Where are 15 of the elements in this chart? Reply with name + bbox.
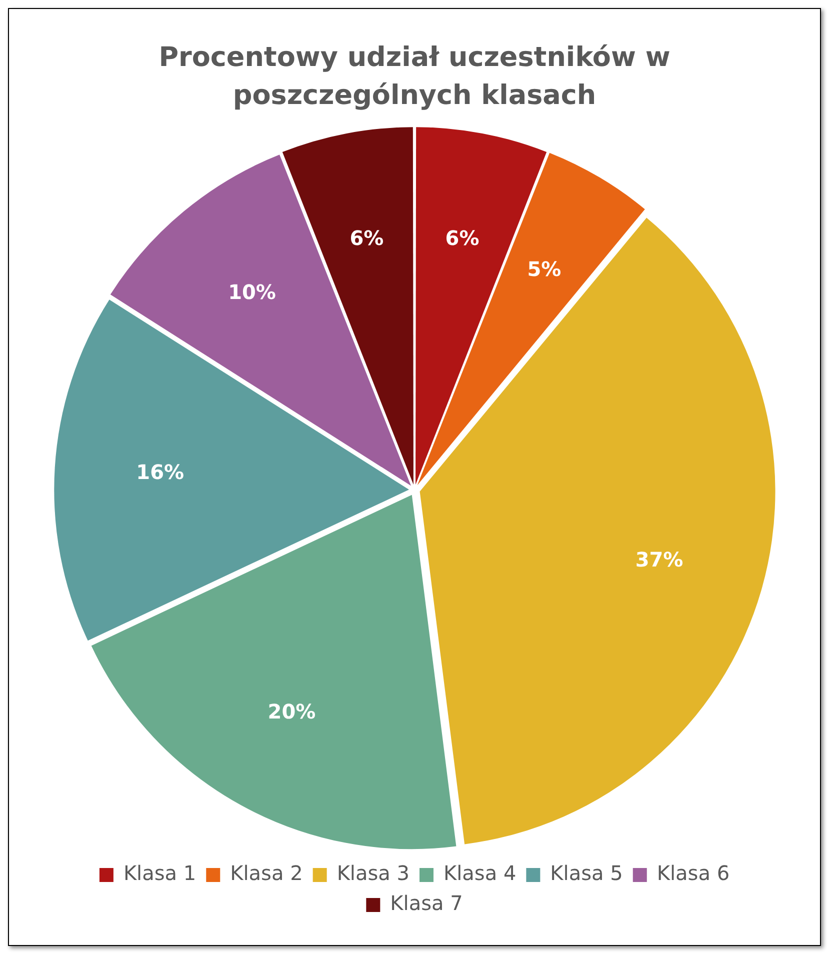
- chart-title: Procentowy udział uczestników w poszczególnych klasach: [158, 41, 672, 113]
- data-label: 16%: [136, 460, 184, 484]
- data-label: 20%: [268, 700, 316, 724]
- legend-label: Klasa 6: [656, 861, 730, 886]
- legend-label: Klasa 7: [390, 891, 463, 916]
- data-label: 37%: [635, 547, 684, 572]
- legend-label: Klasa 4: [444, 861, 516, 886]
- legend-label: Klasa 5: [550, 861, 623, 886]
- data-label: 5%: [527, 256, 562, 281]
- data-label: 10%: [228, 280, 276, 304]
- data-label: 6%: [445, 226, 480, 250]
- legend-label: Klasa 2: [230, 861, 303, 886]
- legend-label: Klasa 3: [336, 861, 410, 886]
- legend-label: Klasa 1: [123, 861, 196, 886]
- data-label: 6%: [350, 226, 384, 250]
